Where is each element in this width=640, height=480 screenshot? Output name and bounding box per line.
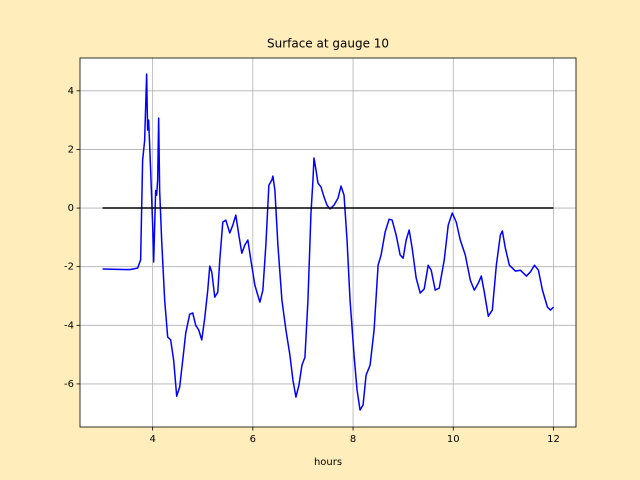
lines: [102, 73, 554, 411]
data-line: [102, 73, 554, 411]
x-tick-label: 12: [547, 434, 560, 445]
x-tick-label: 10: [447, 434, 460, 445]
x-axis-label: hours: [314, 457, 342, 468]
ticks: 4 6 8 10 12 -6 -4 -2 0 2 4: [64, 86, 560, 445]
y-tick-label: -2: [64, 262, 74, 273]
y-tick-label: -4: [64, 320, 74, 331]
plot-area: [80, 58, 576, 427]
y-tick-label: 0: [68, 203, 74, 214]
y-tick-label: -6: [64, 379, 74, 390]
x-tick-label: 8: [350, 434, 356, 445]
x-tick-label: 4: [149, 434, 155, 445]
x-tick-label: 6: [250, 434, 256, 445]
y-tick-label: 4: [68, 86, 74, 97]
chart-title: Surface at gauge 10: [267, 37, 389, 51]
axes-frame: [79, 57, 577, 428]
y-tick-label: 2: [68, 144, 74, 155]
